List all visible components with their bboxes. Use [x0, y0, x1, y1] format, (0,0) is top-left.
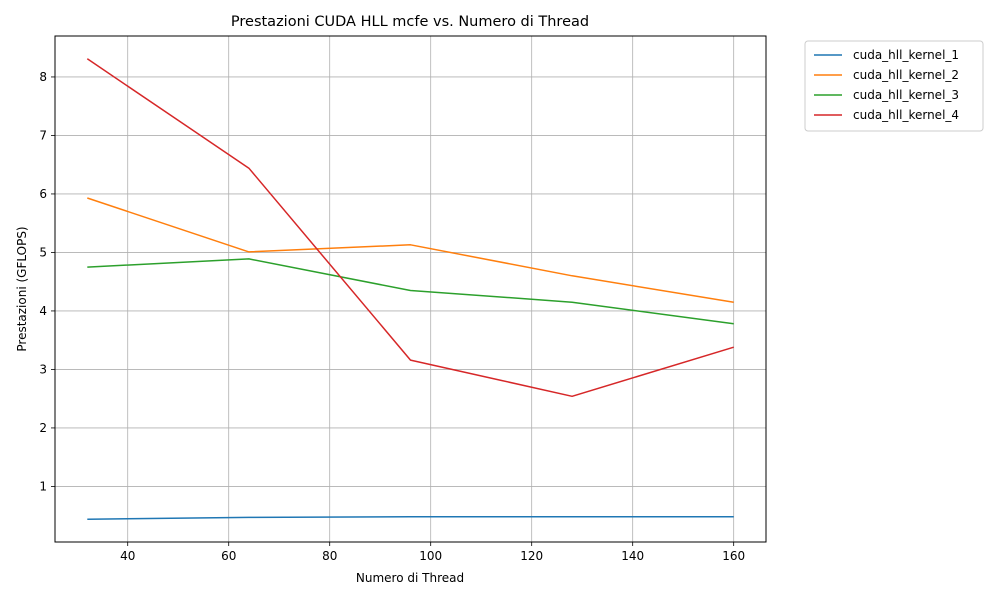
y-tick-label: 8 — [39, 70, 47, 84]
series-line-3 — [87, 258, 734, 325]
plot-series — [86, 58, 734, 520]
y-tick-label: 2 — [39, 421, 47, 435]
legend-label-2: cuda_hll_kernel_2 — [853, 68, 959, 82]
x-tick-label: 140 — [621, 549, 644, 563]
y-tick-label: 5 — [39, 245, 47, 259]
plot-area-frame — [54, 35, 767, 543]
y-tick-label: 3 — [39, 362, 47, 376]
x-tick-label: 60 — [221, 549, 236, 563]
y-tick-label: 1 — [39, 479, 47, 493]
series-line-2 — [87, 197, 734, 303]
x-axis-label: Numero di Thread — [356, 571, 464, 585]
y-tick-label: 4 — [39, 304, 47, 318]
series-line-1 — [87, 516, 734, 520]
y-tick-label: 7 — [39, 128, 47, 142]
series-line-4 — [86, 58, 734, 398]
x-tick-label: 100 — [419, 549, 442, 563]
legend-box — [804, 40, 984, 132]
axis-ticks: 40 60 80 100 120 140 160 1 2 3 4 5 6 7 8 — [39, 70, 745, 563]
legend-label-1: cuda_hll_kernel_1 — [853, 48, 959, 62]
x-tick-label: 80 — [322, 549, 337, 563]
y-axis-label: Prestazioni (GFLOPS) — [15, 226, 29, 351]
x-tick-label: 160 — [722, 549, 745, 563]
legend-label-4: cuda_hll_kernel_4 — [853, 108, 959, 122]
chart-title: Prestazioni CUDA HLL mcfe vs. Numero di … — [231, 14, 589, 30]
legend: cuda_hll_kernel_1 cuda_hll_kernel_2 cuda_h… — [804, 40, 984, 132]
grid-lines — [55, 36, 766, 542]
x-tick-label: 120 — [520, 549, 543, 563]
y-tick-label: 6 — [39, 187, 47, 201]
legend-label-3: cuda_hll_kernel_3 — [853, 88, 959, 102]
x-tick-label: 40 — [120, 549, 135, 563]
